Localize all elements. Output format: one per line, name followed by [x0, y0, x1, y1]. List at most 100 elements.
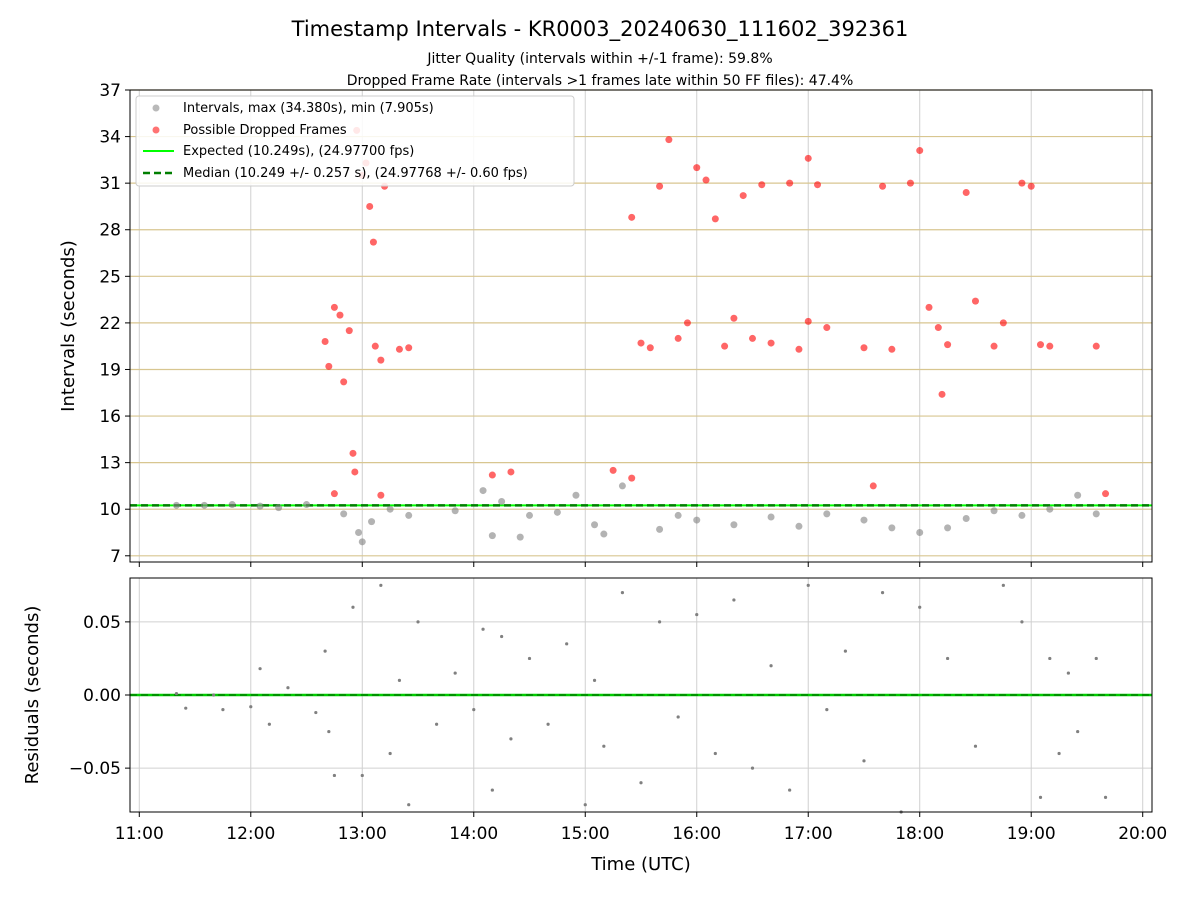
dropped-frame-point — [971, 297, 979, 305]
residuals-y-tick-label: −0.05 — [69, 759, 121, 779]
dropped-frame-point — [646, 344, 654, 352]
x-tick-label: 17:00 — [784, 824, 833, 844]
residual-point — [212, 693, 216, 697]
dropped-frame-point — [1102, 490, 1110, 498]
dropped-frame-point — [888, 345, 896, 353]
residual-point — [327, 729, 331, 734]
interval-point — [303, 501, 311, 509]
intervals-y-tick-label: 31 — [99, 174, 121, 194]
interval-point — [355, 529, 363, 536]
dropped-frame-point — [786, 179, 794, 187]
residual-point — [1103, 795, 1108, 799]
dropped-frame-point — [656, 182, 664, 190]
residual-point — [314, 710, 318, 715]
residual-point — [620, 591, 625, 595]
dropped-frame-point — [906, 179, 914, 187]
dropped-frame-point — [999, 319, 1007, 327]
residual-point — [1057, 751, 1061, 756]
dropped-frame-point — [330, 303, 338, 311]
interval-point — [600, 530, 608, 538]
legend-box — [135, 95, 575, 187]
interval-point — [962, 515, 970, 523]
dropped-frame-point — [371, 342, 379, 350]
interval-point — [1092, 510, 1100, 518]
interval-point — [479, 487, 487, 495]
residual-point — [416, 620, 420, 624]
interval-point — [693, 516, 701, 524]
chart-subtitle-dropped: Dropped Frame Rate (intervals >1 frames … — [347, 73, 854, 89]
residual-point — [546, 722, 550, 726]
residual-point — [249, 705, 253, 709]
residual-point — [1020, 620, 1024, 624]
residual-point — [258, 667, 262, 671]
dropped-frame-point — [609, 466, 617, 474]
interval-point — [823, 510, 831, 518]
legend: Intervals, max (34.380s), min (7.905s) P… — [135, 95, 575, 187]
residual-point — [862, 759, 866, 763]
residual-point — [360, 773, 364, 778]
intervals-y-ticks: 7 10 13 16 19 22 25 28 31 34 37 — [99, 81, 130, 567]
dropped-frame-point — [721, 342, 729, 350]
residual-point — [732, 598, 736, 602]
residual-point — [388, 751, 392, 756]
dropped-frame-point — [795, 345, 803, 353]
interval-point — [944, 524, 952, 532]
residual-point — [695, 612, 699, 617]
intervals-y-tick-label: 10 — [99, 500, 121, 520]
interval-point — [674, 511, 682, 519]
residual-point — [351, 605, 355, 609]
dropped-frame-point — [1037, 341, 1045, 349]
interval-point — [1046, 505, 1054, 513]
legend-label-intervals: Intervals, max (34.380s), min (7.905s) — [183, 101, 434, 116]
x-tick-label: 19:00 — [1007, 824, 1056, 844]
dropped-frame-point — [637, 339, 645, 347]
residual-point — [286, 686, 290, 690]
dropped-frame-point — [814, 181, 822, 189]
residuals-y-axis-label: Residuals (seconds) — [22, 606, 43, 785]
interval-point — [200, 501, 208, 509]
interval-point — [767, 513, 775, 521]
dropped-frame-point — [739, 192, 747, 200]
residual-point — [880, 591, 885, 595]
intervals-panel: 7 10 13 16 19 22 25 28 31 34 37 Intervals (seconds… — [58, 81, 1153, 567]
dropped-frame-point — [938, 390, 946, 398]
residuals-y-ticks: −0.05 0.00 0.05 — [69, 613, 130, 779]
interval-point — [368, 518, 376, 526]
dropped-frame-point — [869, 482, 877, 490]
residuals-panel: −0.050.000.05 11:00 12:00 13:00 14:00 15:00 1… — [22, 577, 1167, 875]
residual-point — [221, 708, 225, 712]
residual-point — [602, 744, 606, 748]
residual-point — [332, 773, 336, 778]
legend-marker-intervals — [152, 104, 160, 112]
interval-point — [488, 532, 496, 540]
legend-label-expected: Expected (10.249s), (24.97700 fps) — [183, 144, 414, 159]
dropped-frame-point — [730, 314, 738, 322]
residual-point — [592, 678, 597, 682]
dropped-frame-point — [345, 327, 353, 335]
residual-point — [788, 788, 792, 792]
legend-label-dropped: Possible Dropped Frames — [183, 123, 347, 138]
dropped-frame-point — [349, 449, 357, 457]
dropped-frame-point — [330, 490, 338, 498]
interval-point — [386, 505, 394, 513]
interval-point — [526, 511, 534, 519]
dropped-frame-point — [683, 319, 691, 327]
interval-point — [172, 501, 180, 509]
dropped-frame-point — [377, 356, 385, 364]
residual-point — [435, 722, 439, 726]
interval-point — [358, 538, 366, 546]
dropped-frame-point — [507, 468, 515, 476]
dropped-frame-point — [916, 147, 924, 155]
dropped-frame-point — [860, 344, 868, 352]
residual-point — [565, 642, 569, 646]
dropped-frame-point — [488, 471, 496, 479]
intervals-y-tick-label: 19 — [99, 360, 121, 380]
residual-point — [407, 803, 411, 807]
dropped-frame-point — [340, 378, 348, 386]
dropped-frame-point — [1018, 179, 1026, 187]
legend-marker-dropped — [152, 126, 160, 134]
residual-point — [500, 634, 504, 639]
intervals-y-tick-label: 7 — [110, 547, 121, 567]
residual-point — [1001, 583, 1005, 587]
